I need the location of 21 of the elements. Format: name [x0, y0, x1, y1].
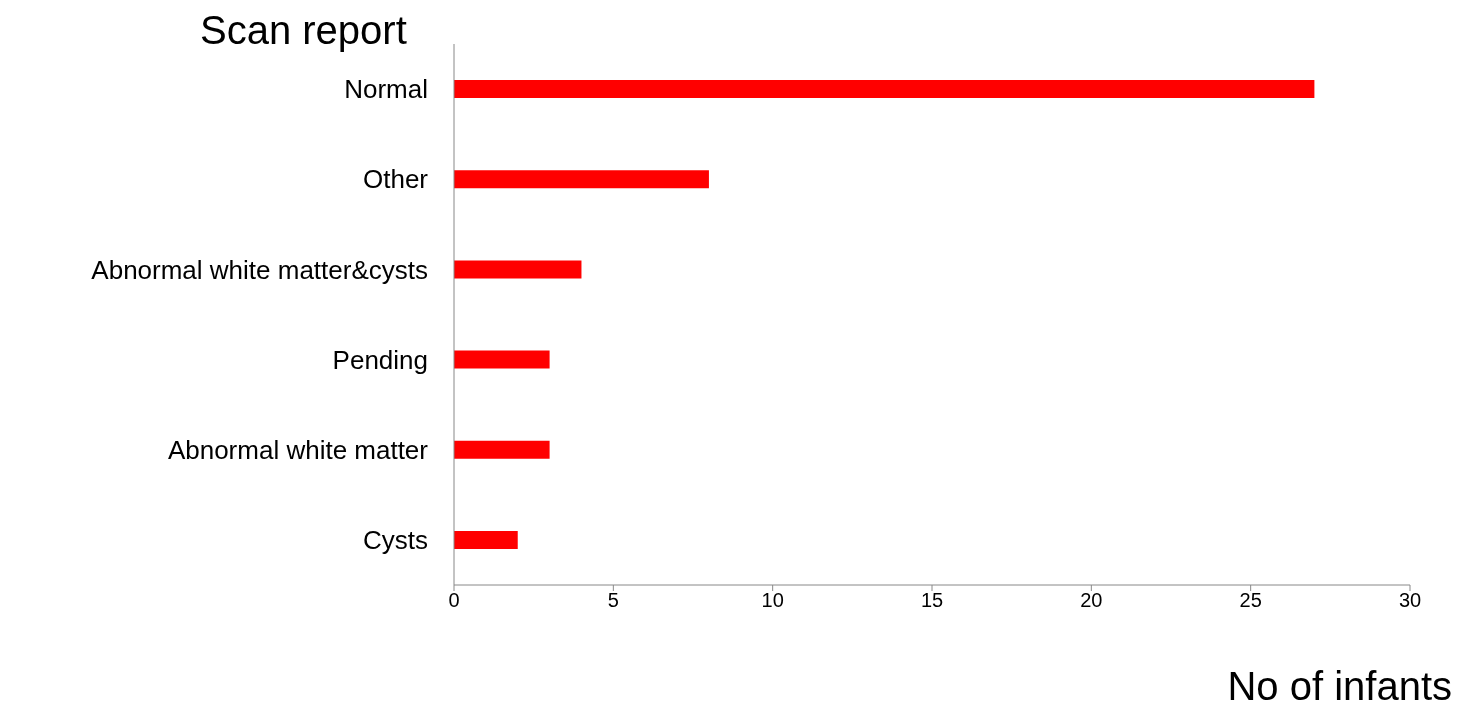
bar	[454, 440, 550, 459]
y-tick-label: Abnormal white matter	[167, 434, 429, 465]
bar	[454, 170, 709, 189]
y-tick-label: Normal	[344, 74, 428, 105]
x-tick-label: 5	[607, 589, 619, 612]
x-tick-label: 30	[1398, 589, 1422, 612]
x-tick-label: 20	[1080, 589, 1103, 612]
y-axis-title: Scan report	[200, 8, 407, 53]
y-tick-label: Cysts	[363, 525, 428, 556]
bar	[454, 530, 518, 549]
y-tick-label: Pending	[332, 344, 428, 375]
x-tick-label: 25	[1239, 589, 1262, 612]
bar	[454, 80, 1315, 99]
bar	[454, 260, 582, 279]
y-tick-label: Abnormal white matter&cysts	[91, 254, 428, 285]
x-tick-label: 10	[761, 589, 784, 612]
x-axis-title: No of infants	[1227, 664, 1452, 709]
x-tick-label: 0	[448, 589, 460, 612]
y-tick-label: Other	[362, 164, 429, 195]
bar	[454, 350, 550, 369]
x-tick-label: 15	[920, 589, 944, 612]
